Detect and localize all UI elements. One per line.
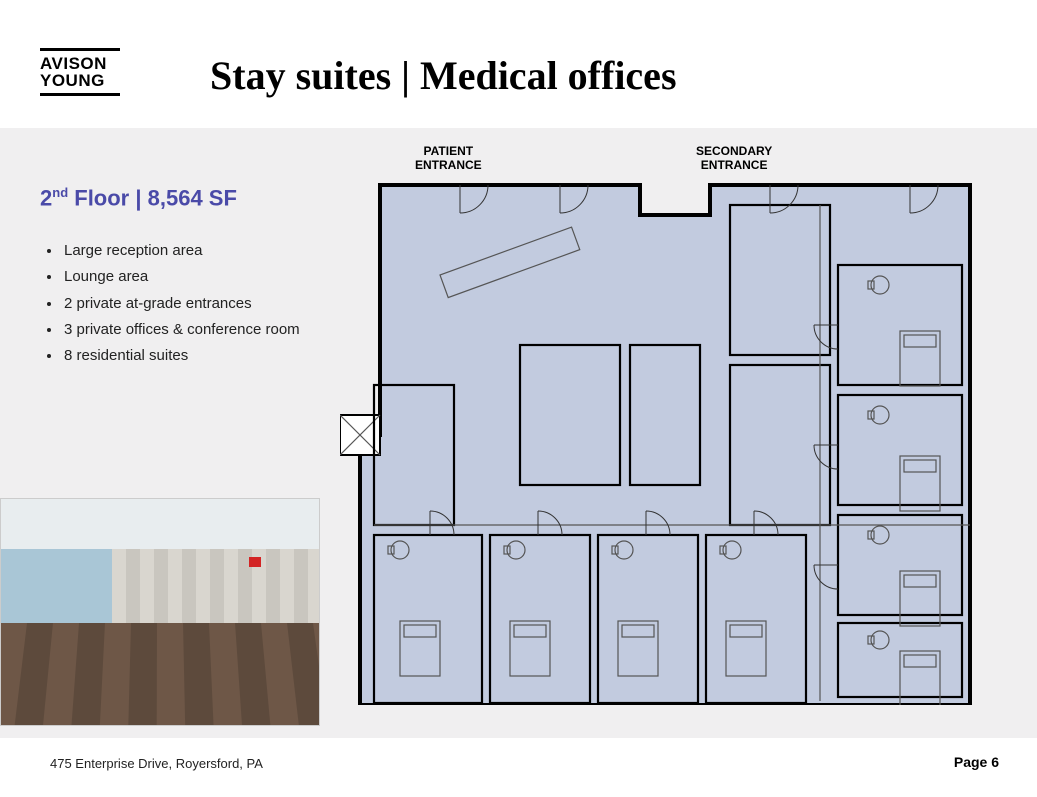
feature-bullet-item: 8 residential suites xyxy=(62,343,300,369)
patient-entrance-label: PATIENTENTRANCE xyxy=(415,145,482,173)
feature-bullet-item: Large reception area xyxy=(62,238,300,264)
floorplan-diagram: PATIENTENTRANCE SECONDARYENTRANCE xyxy=(340,145,1000,705)
logo-line2: YOUNG xyxy=(40,72,120,89)
feature-bullet-item: 2 private at-grade entrances xyxy=(62,291,300,317)
feature-bullets: Large reception areaLounge area2 private… xyxy=(62,238,300,369)
floor-subtitle: 2nd Floor | 8,564 SF xyxy=(40,185,237,211)
footer-address: 475 Enterprise Drive, Royersford, PA xyxy=(50,756,263,771)
header: AVISON YOUNG Stay suites | Medical offic… xyxy=(0,0,1037,128)
feature-bullet-item: Lounge area xyxy=(62,264,300,290)
interior-photo xyxy=(0,498,320,726)
page-title: Stay suites | Medical offices xyxy=(210,52,677,99)
floorplan-svg xyxy=(340,145,1000,705)
footer-page-number: Page 6 xyxy=(954,754,999,770)
company-logo: AVISON YOUNG xyxy=(40,48,120,96)
secondary-entrance-label: SECONDARYENTRANCE xyxy=(696,145,772,173)
feature-bullet-item: 3 private offices & conference room xyxy=(62,317,300,343)
logo-line1: AVISON xyxy=(40,55,120,72)
